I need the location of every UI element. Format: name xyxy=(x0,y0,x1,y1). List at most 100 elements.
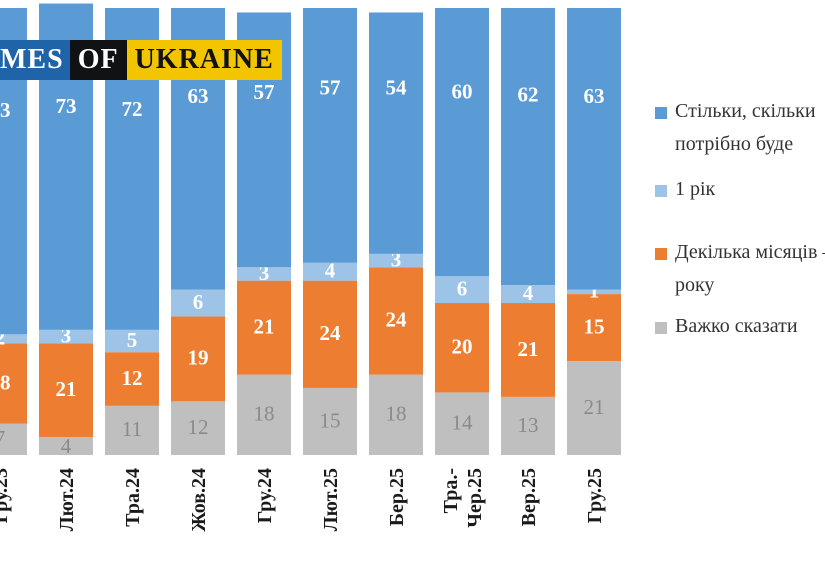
bar-segment xyxy=(369,253,423,268)
data-label: 19 xyxy=(188,346,209,370)
data-label: 12 xyxy=(122,366,143,390)
legend-label-4: Важко сказати xyxy=(675,315,798,337)
data-label: 3 xyxy=(61,323,72,347)
bar-segment xyxy=(0,423,27,455)
data-label: 12 xyxy=(188,415,209,439)
bar-segment xyxy=(39,329,93,344)
bar-segment xyxy=(171,289,225,317)
legend-label-1a: Стільки, скільки xyxy=(675,100,816,122)
data-label: 21 xyxy=(584,395,605,419)
legend-swatch-blue xyxy=(655,107,667,119)
legend-item-one-year: 1 рік xyxy=(655,173,825,206)
data-label: 15 xyxy=(320,408,341,432)
x-tick-label: Лют.25 xyxy=(320,468,342,531)
legend-swatch-gray xyxy=(655,322,667,334)
data-label: 24 xyxy=(386,308,408,332)
x-tick-label: Тра.- xyxy=(440,468,462,513)
data-label: 15 xyxy=(584,314,605,338)
bar-segment xyxy=(303,262,357,281)
data-label: 4 xyxy=(523,281,534,305)
data-label: 62 xyxy=(518,82,539,106)
data-label: 18 xyxy=(254,402,275,426)
data-label: 60 xyxy=(452,80,473,104)
bar-segment xyxy=(369,374,423,455)
x-tick-label: Гру.23 xyxy=(0,468,12,523)
bar-segment xyxy=(567,8,621,290)
x-tick-label: Чер.25 xyxy=(464,468,486,528)
data-label: 72 xyxy=(122,97,143,121)
legend-swatch-orange xyxy=(655,248,667,260)
data-label: 63 xyxy=(188,84,209,108)
legend-label-1b: потрібно буде xyxy=(675,133,794,155)
data-label: 4 xyxy=(325,259,336,283)
bar-segment xyxy=(105,329,159,353)
data-label: 1 xyxy=(589,279,600,303)
legend-item-hard-to-say: Важко сказати xyxy=(655,310,825,343)
x-tick-label: Гру.24 xyxy=(254,468,276,523)
data-label: 21 xyxy=(518,337,539,361)
bar-segment xyxy=(435,303,489,393)
watermark-part-1: MES xyxy=(0,40,70,80)
data-label: 20 xyxy=(452,335,473,359)
bar-segment xyxy=(303,387,357,455)
x-tick-label: Бер.25 xyxy=(386,468,408,526)
data-label: 57 xyxy=(254,80,275,104)
watermark-part-3: UKRAINE xyxy=(126,40,282,80)
bar-segment xyxy=(171,401,225,455)
bar-segment xyxy=(171,316,225,402)
bar-segment xyxy=(0,334,27,344)
data-label: 6 xyxy=(193,290,204,314)
data-label: 2 xyxy=(0,326,5,350)
bar-segment xyxy=(39,437,93,455)
x-tick-label: Лют.24 xyxy=(56,468,78,531)
data-label: 21 xyxy=(56,377,77,401)
bar-segment xyxy=(435,276,489,304)
times-of-ukraine-watermark: MES OF UKRAINE xyxy=(0,40,282,80)
data-label: 5 xyxy=(127,328,138,352)
bar-segment xyxy=(237,374,291,455)
bar-segment xyxy=(105,405,159,455)
chart-legend: Стільки, скільки потрібно буде 1 рік Дек… xyxy=(655,95,825,343)
x-tick-label: Вер.25 xyxy=(518,468,540,526)
bar-segment xyxy=(501,285,555,304)
data-label: 24 xyxy=(320,321,342,345)
data-label: 18 xyxy=(386,402,407,426)
bar-segment xyxy=(39,343,93,438)
bar-segment xyxy=(105,352,159,406)
bar-segment xyxy=(237,280,291,375)
data-label: 6 xyxy=(457,276,468,300)
data-label: 4 xyxy=(61,434,72,458)
data-label: 73 xyxy=(0,98,11,122)
data-label: 73 xyxy=(56,94,77,118)
bar-segment xyxy=(501,396,555,455)
legend-label-2: 1 рік xyxy=(675,178,716,200)
bar-segment xyxy=(303,280,357,388)
legend-swatch-light-blue xyxy=(655,185,667,197)
bar-segment xyxy=(567,294,621,362)
bar-segment xyxy=(0,343,27,424)
x-tick-label: Жов.24 xyxy=(188,468,210,532)
data-label: 57 xyxy=(320,75,341,99)
data-label: 11 xyxy=(122,417,142,441)
data-label: 13 xyxy=(518,413,539,437)
data-label: 3 xyxy=(391,247,402,271)
data-label: 54 xyxy=(386,76,408,100)
legend-item-few-months: Декілька місяців – пів року xyxy=(655,236,825,302)
watermark-part-2: OF xyxy=(69,40,127,80)
bar-segment xyxy=(501,8,555,286)
bar-segment xyxy=(567,289,621,295)
bar-segment xyxy=(435,392,489,455)
data-label: 14 xyxy=(452,411,474,435)
legend-label-3b: року xyxy=(675,274,715,296)
x-tick-label: Гру.25 xyxy=(584,468,606,523)
bar-segment xyxy=(567,361,621,455)
legend-item-as-long-as-needed: Стільки, скільки потрібно буде xyxy=(655,95,825,161)
data-label: 7 xyxy=(0,426,5,450)
bar-segment xyxy=(237,267,291,281)
bar-segment xyxy=(369,12,423,254)
bar-segment xyxy=(303,8,357,263)
bar-segment xyxy=(501,303,555,397)
data-label: 18 xyxy=(0,370,11,394)
data-label: 3 xyxy=(259,261,270,285)
x-tick-label: Тра.24 xyxy=(122,468,144,527)
